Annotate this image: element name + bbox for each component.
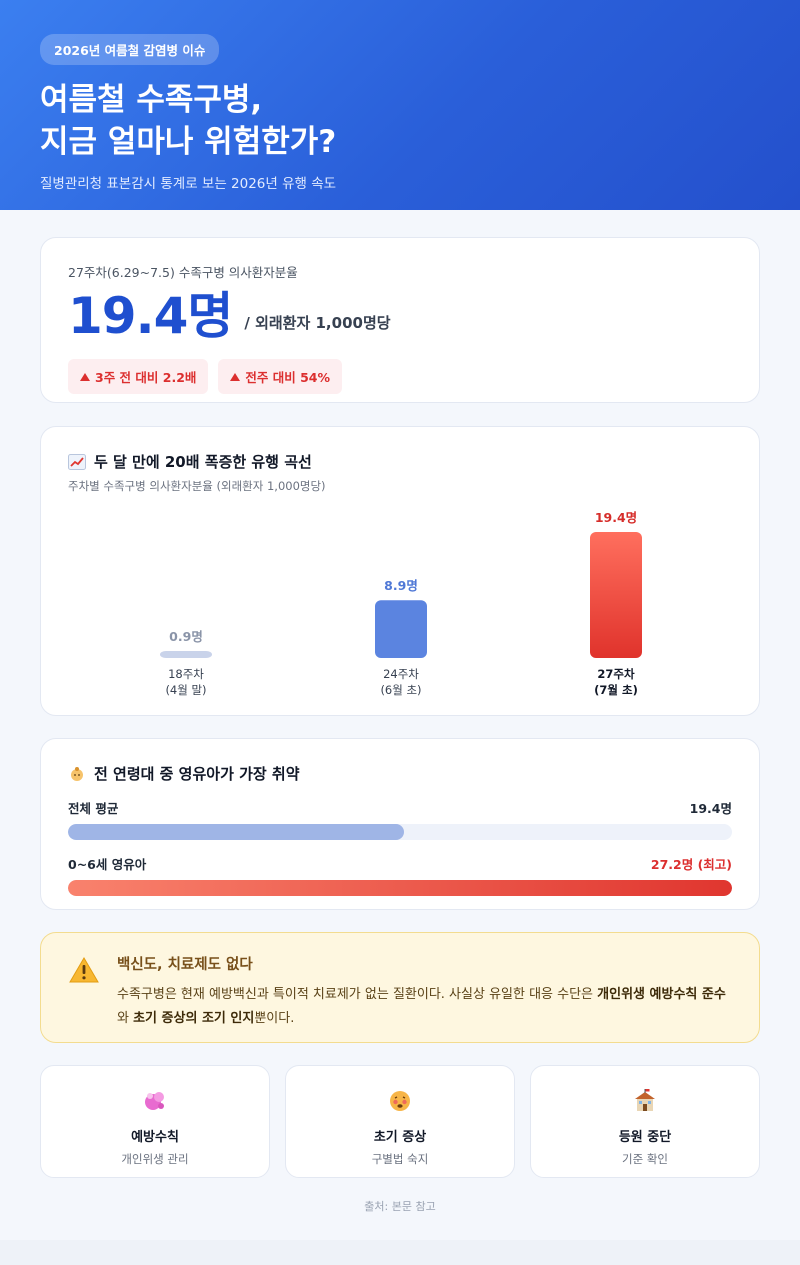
- age-row-label: 0~6세 영유아: [68, 857, 147, 872]
- age-row-infant: 0~6세 영유아 27.2명 (최고): [68, 854, 732, 896]
- change-chip: 3주 전 대비 2.2배: [68, 359, 209, 394]
- title-line-1: 여름철 수족구병,: [40, 82, 263, 118]
- sick-face-icon: [390, 1091, 410, 1111]
- tile-subtitle: 구별법 숙지: [371, 1152, 429, 1166]
- age-bar-fill-average: [68, 824, 405, 840]
- footer-band: [0, 1240, 800, 1265]
- age-row-average: 전체 평균 19.4명: [68, 798, 732, 840]
- warning-text: 수족구병은 현재 예방백신과 특이적 치료제가 없는 질환이다. 사실상 유일한…: [117, 987, 598, 1002]
- chart-category-label: (7월 초): [594, 683, 638, 697]
- tile-prevention[interactable]: 예방수칙 개인위생 관리: [40, 1065, 270, 1178]
- baby-icon: [71, 766, 83, 781]
- chart-category-label: (4월 말): [165, 683, 206, 697]
- trend-subtitle: 주차별 수족구병 의사환자분율 (외래환자 1,000명당): [68, 479, 326, 493]
- header: 2026년 여름철 감염병 이슈 여름철 수족구병, 지금 얼마나 위험한가? …: [0, 0, 800, 210]
- source-note: 출처: 본문 참고: [364, 1200, 436, 1213]
- headline-value: 19.4명: [68, 287, 233, 345]
- change-chip-label: 3주 전 대비 2.2배: [95, 370, 197, 385]
- age-title: 전 연령대 중 영유아가 가장 취약: [68, 763, 732, 784]
- tile-subtitle: 개인위생 관리: [121, 1152, 189, 1166]
- headline-label: 27주차(6.29~7.5) 수족구병 의사환자분율: [68, 265, 298, 280]
- age-row-label: 전체 평균: [68, 801, 119, 816]
- tile-title: 초기 증상: [373, 1130, 427, 1145]
- headline-card: 27주차(6.29~7.5) 수족구병 의사환자분율 19.4명 / 외래환자 …: [40, 237, 760, 403]
- tile-title: 등원 중단: [618, 1130, 672, 1145]
- change-chips: 3주 전 대비 2.2배 전주 대비 54%: [68, 359, 732, 394]
- warning-text: 와: [117, 1011, 134, 1026]
- tile-title: 예방수칙: [131, 1130, 179, 1145]
- up-triangle-icon: [230, 372, 241, 381]
- headline-value-row: 19.4명 / 외래환자 1,000명당: [68, 287, 732, 345]
- title-line-2: 지금 얼마나 위험한가?: [40, 124, 337, 160]
- chart-bar: [160, 651, 212, 658]
- chart-value-label: 8.9명: [384, 578, 418, 593]
- warning-emphasis: 개인위생 예방수칙 준수: [597, 987, 726, 1002]
- action-tiles: 예방수칙 개인위생 관리 초기 증상 구별법 숙지 등원 중단 기준 확인: [40, 1065, 760, 1178]
- chart-category-label: 27주차: [597, 667, 635, 681]
- change-chip-label: 전주 대비 54%: [245, 370, 331, 385]
- chart-category-label: (6월 초): [380, 683, 421, 697]
- chart-bar: [590, 532, 642, 658]
- topic-badge: 2026년 여름철 감염병 이슈: [40, 34, 220, 65]
- chart-value-label: 19.4명: [595, 510, 637, 525]
- warning-text: 뿐이다.: [254, 1011, 295, 1026]
- school-icon: [635, 1089, 655, 1111]
- trend-card: 두 달 만에 20배 폭증한 유행 곡선 주차별 수족구병 의사환자분율 (외래…: [40, 426, 760, 716]
- page-subtitle: 질병관리청 표본감시 통계로 보는 2026년 유행 속도: [40, 176, 337, 192]
- page-title: 여름철 수족구병, 지금 얼마나 위험한가?: [40, 79, 760, 163]
- age-row-value: 27.2명 (최고): [650, 857, 732, 872]
- age-card: 전 연령대 중 영유아가 가장 취약 전체 평균 19.4명 0~6세 영유아 …: [40, 738, 760, 910]
- age-bar-track: [68, 824, 732, 840]
- tile-symptoms[interactable]: 초기 증상 구별법 숙지: [285, 1065, 515, 1178]
- age-bar-track: [68, 880, 732, 896]
- tile-subtitle: 기준 확인: [622, 1152, 668, 1166]
- tile-attendance[interactable]: 등원 중단 기준 확인: [530, 1065, 760, 1178]
- trend-title-text: 두 달 만에 20배 폭증한 유행 곡선: [94, 453, 312, 471]
- trend-title: 두 달 만에 20배 폭증한 유행 곡선: [68, 451, 732, 472]
- chart-bar: [375, 600, 427, 658]
- change-chip: 전주 대비 54%: [218, 359, 343, 394]
- up-triangle-icon: [80, 372, 90, 381]
- warning-title: 백신도, 치료제도 없다: [117, 957, 253, 973]
- chart-value-label: 0.9명: [169, 629, 203, 644]
- age-row-value: 19.4명: [689, 801, 732, 816]
- warning-body: 수족구병은 현재 예방백신과 특이적 치료제가 없는 질환이다. 사실상 유일한…: [117, 983, 731, 1031]
- age-title-text: 전 연령대 중 영유아가 가장 취약: [94, 765, 300, 783]
- age-bar-fill-infant: [68, 880, 732, 896]
- chart-category-label: 24주차: [383, 667, 419, 681]
- warning-icon: [69, 957, 99, 983]
- chart-increasing-icon: [68, 453, 86, 470]
- warning-card: 백신도, 치료제도 없다 수족구병은 현재 예방백신과 특이적 치료제가 없는 …: [40, 932, 760, 1043]
- headline-unit: / 외래환자 1,000명당: [244, 314, 391, 332]
- warning-emphasis: 초기 증상의 조기 인지: [133, 1011, 255, 1026]
- trend-bar-chart: 0.9명 18주차 (4월 말) 8.9명 24주차 (6월 초) 19.4명 27주차 (7월…: [160, 510, 642, 697]
- chart-category-label: 18주차: [168, 667, 204, 681]
- soap-icon: [145, 1092, 164, 1110]
